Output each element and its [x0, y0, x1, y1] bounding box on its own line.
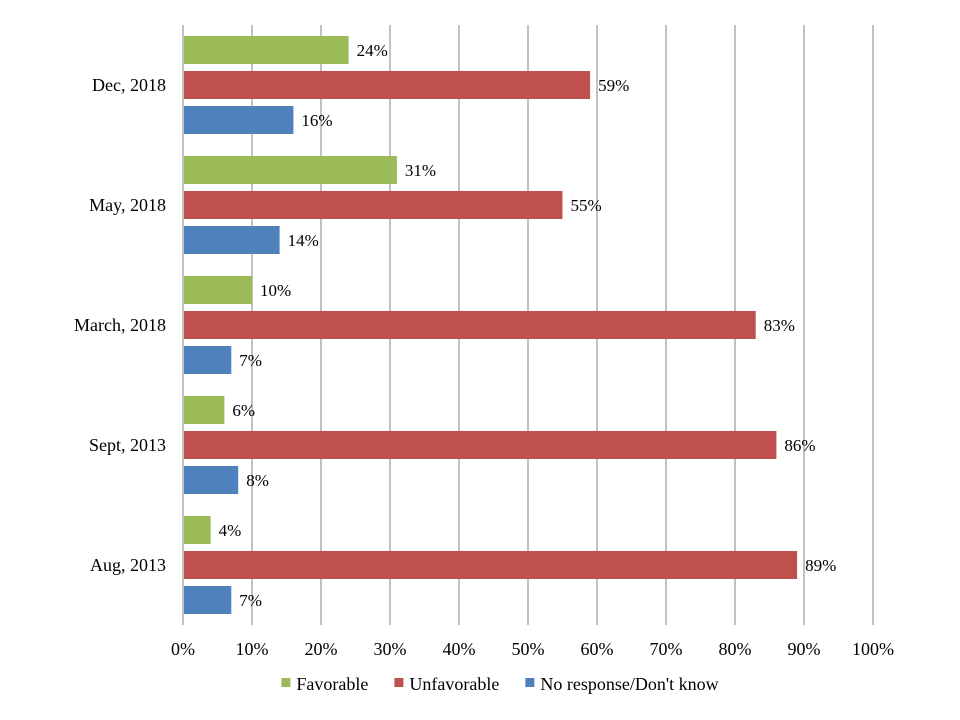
- data-label: 83%: [764, 316, 795, 335]
- data-label: 14%: [288, 231, 319, 250]
- axes: 0% 10% 20% 30% 40% 50% 60% 70% 80% 90% 100%: [171, 25, 894, 659]
- data-label: 4%: [219, 521, 242, 540]
- bar: [184, 36, 349, 64]
- x-tick-label: 100%: [852, 639, 894, 659]
- bar: [184, 431, 777, 459]
- x-tick-label: 80%: [719, 639, 752, 659]
- labels: Dec, 2018 24% 59% 16% May, 2018 31% 55% 14% Marc…: [74, 41, 836, 610]
- x-tick-label: 0%: [171, 639, 195, 659]
- data-label: 59%: [598, 76, 629, 95]
- data-label: 7%: [239, 591, 262, 610]
- x-tick-label: 40%: [443, 639, 476, 659]
- bar: [184, 276, 252, 304]
- legend-swatch: [394, 678, 404, 687]
- legend-label: No response/Don't know: [540, 674, 718, 694]
- x-tick-label: 70%: [650, 639, 683, 659]
- bar: [184, 586, 232, 614]
- legend-swatch: [525, 678, 535, 687]
- bar: [184, 311, 756, 339]
- bar: [184, 551, 798, 579]
- legend-swatch: [281, 678, 291, 687]
- legend: Favorable Unfavorable No response/Don't kn…: [281, 674, 719, 694]
- category-label: Dec, 2018: [92, 75, 166, 95]
- x-tick-label: 10%: [236, 639, 269, 659]
- data-label: 24%: [357, 41, 388, 60]
- legend-label: Unfavorable: [409, 674, 499, 694]
- data-label: 8%: [246, 471, 269, 490]
- x-tick-label: 30%: [374, 639, 407, 659]
- x-tick-label: 60%: [581, 639, 614, 659]
- bar: [184, 516, 211, 544]
- bar: [184, 226, 280, 254]
- bar: [184, 106, 294, 134]
- category-label: May, 2018: [89, 195, 166, 215]
- x-tick-label: 90%: [788, 639, 821, 659]
- data-label: 55%: [571, 196, 602, 215]
- category-label: Aug, 2013: [90, 555, 166, 575]
- data-label: 6%: [232, 401, 255, 420]
- data-label: 86%: [784, 436, 815, 455]
- data-label: 10%: [260, 281, 291, 300]
- bar: [184, 346, 232, 374]
- bar: [184, 466, 239, 494]
- data-label: 89%: [805, 556, 836, 575]
- data-label: 16%: [301, 111, 332, 130]
- legend-label: Favorable: [296, 674, 368, 694]
- data-label: 7%: [239, 351, 262, 370]
- bar: [184, 396, 225, 424]
- x-tick-label: 50%: [512, 639, 545, 659]
- bar: [184, 191, 563, 219]
- category-label: Sept, 2013: [89, 435, 166, 455]
- x-tick-label: 20%: [305, 639, 338, 659]
- data-label: 31%: [405, 161, 436, 180]
- bar: [184, 71, 591, 99]
- category-label: March, 2018: [74, 315, 166, 335]
- bar: [184, 156, 397, 184]
- bars: [184, 36, 798, 614]
